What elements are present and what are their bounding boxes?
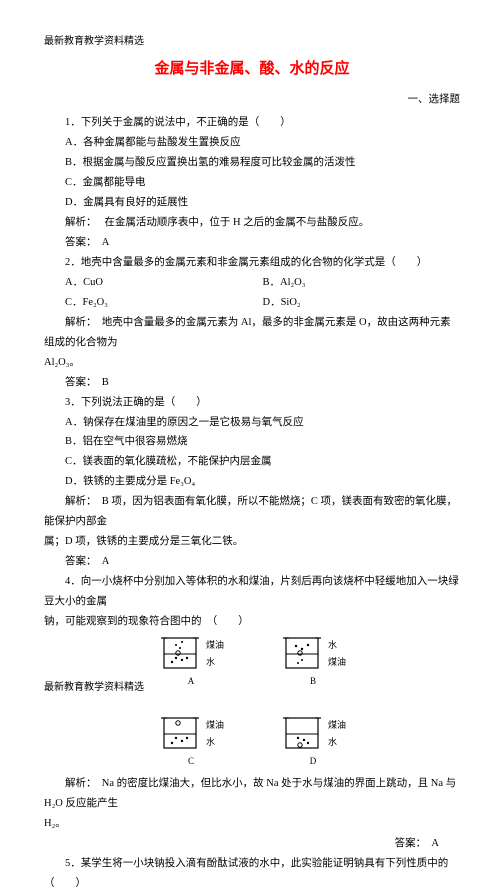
- q4-stem2: 钠，可能观察到的现象符合图中的 （ ）: [44, 612, 460, 632]
- q3-stem: 3．下列说法正确的是（ ）: [44, 393, 460, 413]
- q5-stem: 5．某学生将一小块钠投入滴有酚酞试液的水中，此实验能证明钠具有下列性质中的（ ）: [44, 854, 460, 894]
- beaker-D-svg: [280, 716, 324, 752]
- q2-answer: 答案： B: [44, 373, 460, 393]
- page-header: 最新教育教学资料精选: [44, 32, 460, 51]
- beaker-C-svg: [158, 716, 202, 752]
- q2-options-row1: A．CuO B．Al₂O₃: [44, 273, 460, 293]
- q4-answer: 答案： A: [44, 834, 460, 854]
- figure-C: 煤油 水 C: [158, 716, 224, 770]
- document-title: 金属与非金属、酸、水的反应: [44, 55, 460, 84]
- beaker-B-svg: [280, 636, 324, 672]
- page-footer: 最新教育教学资料精选: [44, 678, 144, 697]
- q3-analysis1: 解析： B 项，因为铝表面有氧化膜，所以不能燃烧；C 项，镁表面有致密的氧化膜，…: [44, 492, 460, 532]
- fig-C-label-bot: 水: [206, 737, 224, 748]
- section-label: 一、选择题: [44, 90, 460, 110]
- q3-optB: B．铝在空气中很容易燃烧: [44, 432, 460, 452]
- figure-B: 水 煤油 B: [280, 636, 346, 690]
- q3-analysis2: 属；D 项，铁锈的主要成分是三氧化二铁。: [44, 532, 460, 552]
- fig-D-label-bot: 水: [328, 737, 346, 748]
- q3-answer: 答案： A: [44, 552, 460, 572]
- figure-grid: 煤油 水 A: [112, 636, 392, 770]
- q4-analysis2: H₂。: [44, 814, 460, 834]
- q2-analysis: 解析： 地壳中含量最多的金属元素为 Al，最多的非金属元素是 O，故由这两种元素…: [44, 313, 460, 353]
- q1-optB: B．根据金属与酸反应置换出氢的难易程度可比较金属的活泼性: [44, 153, 460, 173]
- figure-A: 煤油 水 A: [158, 636, 224, 690]
- q2-analysis2: Al₂O₃。: [44, 353, 460, 373]
- fig-C-label-top: 煤油: [206, 720, 224, 731]
- q4-stem1: 4．向一小烧杯中分别加入等体积的水和煤油，片刻后再向该烧杯中轻缓地加入一块绿豆大…: [44, 572, 460, 612]
- q2-stem: 2．地壳中含量最多的金属元素和非金属元素组成的化合物的化学式是（ ）: [44, 253, 460, 273]
- q3-optA: A．钠保存在煤油里的原因之一是它极易与氧气反应: [44, 413, 460, 433]
- fig-A-caption: A: [158, 673, 224, 690]
- q1-answer: 答案： A: [44, 233, 460, 253]
- fig-B-label-bot: 煤油: [328, 657, 346, 668]
- beaker-A-svg: [158, 636, 202, 672]
- q2-optB: B．Al₂O₃: [263, 273, 461, 293]
- q1-optC: C．金属都能导电: [44, 173, 460, 193]
- fig-B-caption: B: [280, 673, 346, 690]
- q2-optD: D．SiO₂: [263, 293, 461, 313]
- q3-optD: D．铁锈的主要成分是 Fe₃O₄: [44, 472, 460, 492]
- fig-B-label-top: 水: [328, 640, 346, 651]
- q4-analysis1: 解析： Na 的密度比煤油大，但比水小，故 Na 处于水与煤油的界面上跳动，且 …: [44, 774, 460, 814]
- q1-stem: 1．下列关于金属的说法中，不正确的是（ ）: [44, 113, 460, 133]
- fig-D-caption: D: [280, 753, 346, 770]
- q1-analysis: 解析： 在金属活动顺序表中，位于 H 之后的金属不与盐酸反应。: [44, 213, 460, 233]
- q2-optA: A．CuO: [65, 273, 263, 293]
- q1-optD: D．金属具有良好的延展性: [44, 193, 460, 213]
- q2-optC: C．Fe₂O₃: [65, 293, 263, 313]
- q1-optA: A．各种金属都能与盐酸发生置换反应: [44, 133, 460, 153]
- page: 最新教育教学资料精选 金属与非金属、酸、水的反应 一、选择题 1．下列关于金属的…: [0, 0, 504, 713]
- q2-options-row2: C．Fe₂O₃ D．SiO₂: [44, 293, 460, 313]
- figure-D: 煤油 水 D: [280, 716, 346, 770]
- fig-C-caption: C: [158, 753, 224, 770]
- fig-D-label-top: 煤油: [328, 720, 346, 731]
- fig-A-label-top: 煤油: [206, 640, 224, 651]
- fig-A-label-bot: 水: [206, 657, 224, 668]
- q3-optC: C．镁表面的氧化膜疏松，不能保护内层金属: [44, 452, 460, 472]
